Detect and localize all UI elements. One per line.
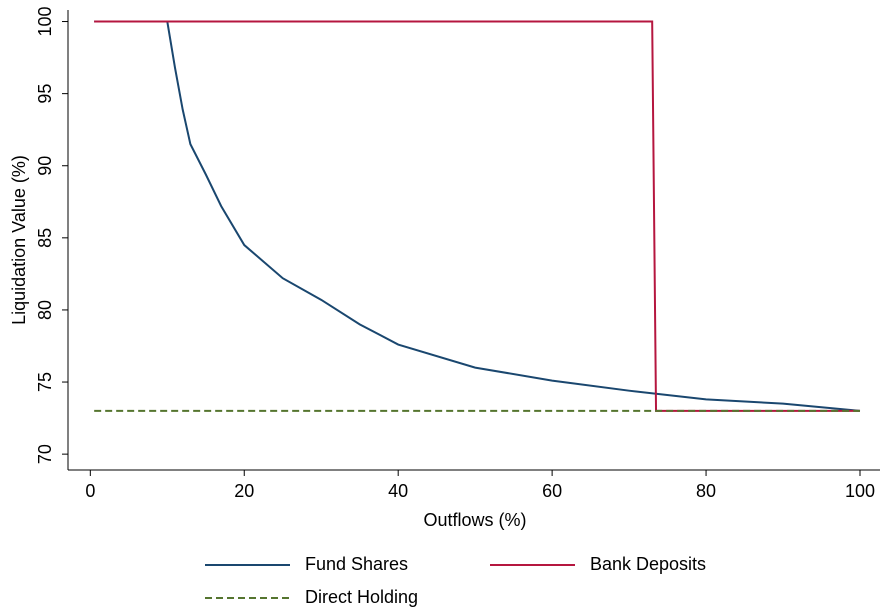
legend-label: Fund Shares (305, 554, 408, 574)
y-tick-label: 75 (35, 372, 55, 392)
y-tick-label: 80 (35, 300, 55, 320)
y-tick-label: 95 (35, 84, 55, 104)
y-tick-label: 100 (35, 7, 55, 37)
x-axis-label: Outflows (%) (423, 510, 526, 530)
legend-label: Bank Deposits (590, 554, 706, 574)
x-tick-label: 0 (85, 481, 95, 501)
y-axis-label: Liquidation Value (%) (9, 155, 29, 325)
y-tick-label: 85 (35, 228, 55, 248)
y-tick-label: 90 (35, 156, 55, 176)
series-line (94, 20, 861, 412)
series-line (94, 20, 860, 412)
x-tick-label: 60 (542, 481, 562, 501)
x-tick-label: 40 (388, 481, 408, 501)
x-tick-label: 20 (234, 481, 254, 501)
y-tick-label: 70 (35, 444, 55, 464)
legend-label: Direct Holding (305, 587, 418, 607)
x-tick-label: 80 (696, 481, 716, 501)
x-tick-label: 100 (845, 481, 875, 501)
